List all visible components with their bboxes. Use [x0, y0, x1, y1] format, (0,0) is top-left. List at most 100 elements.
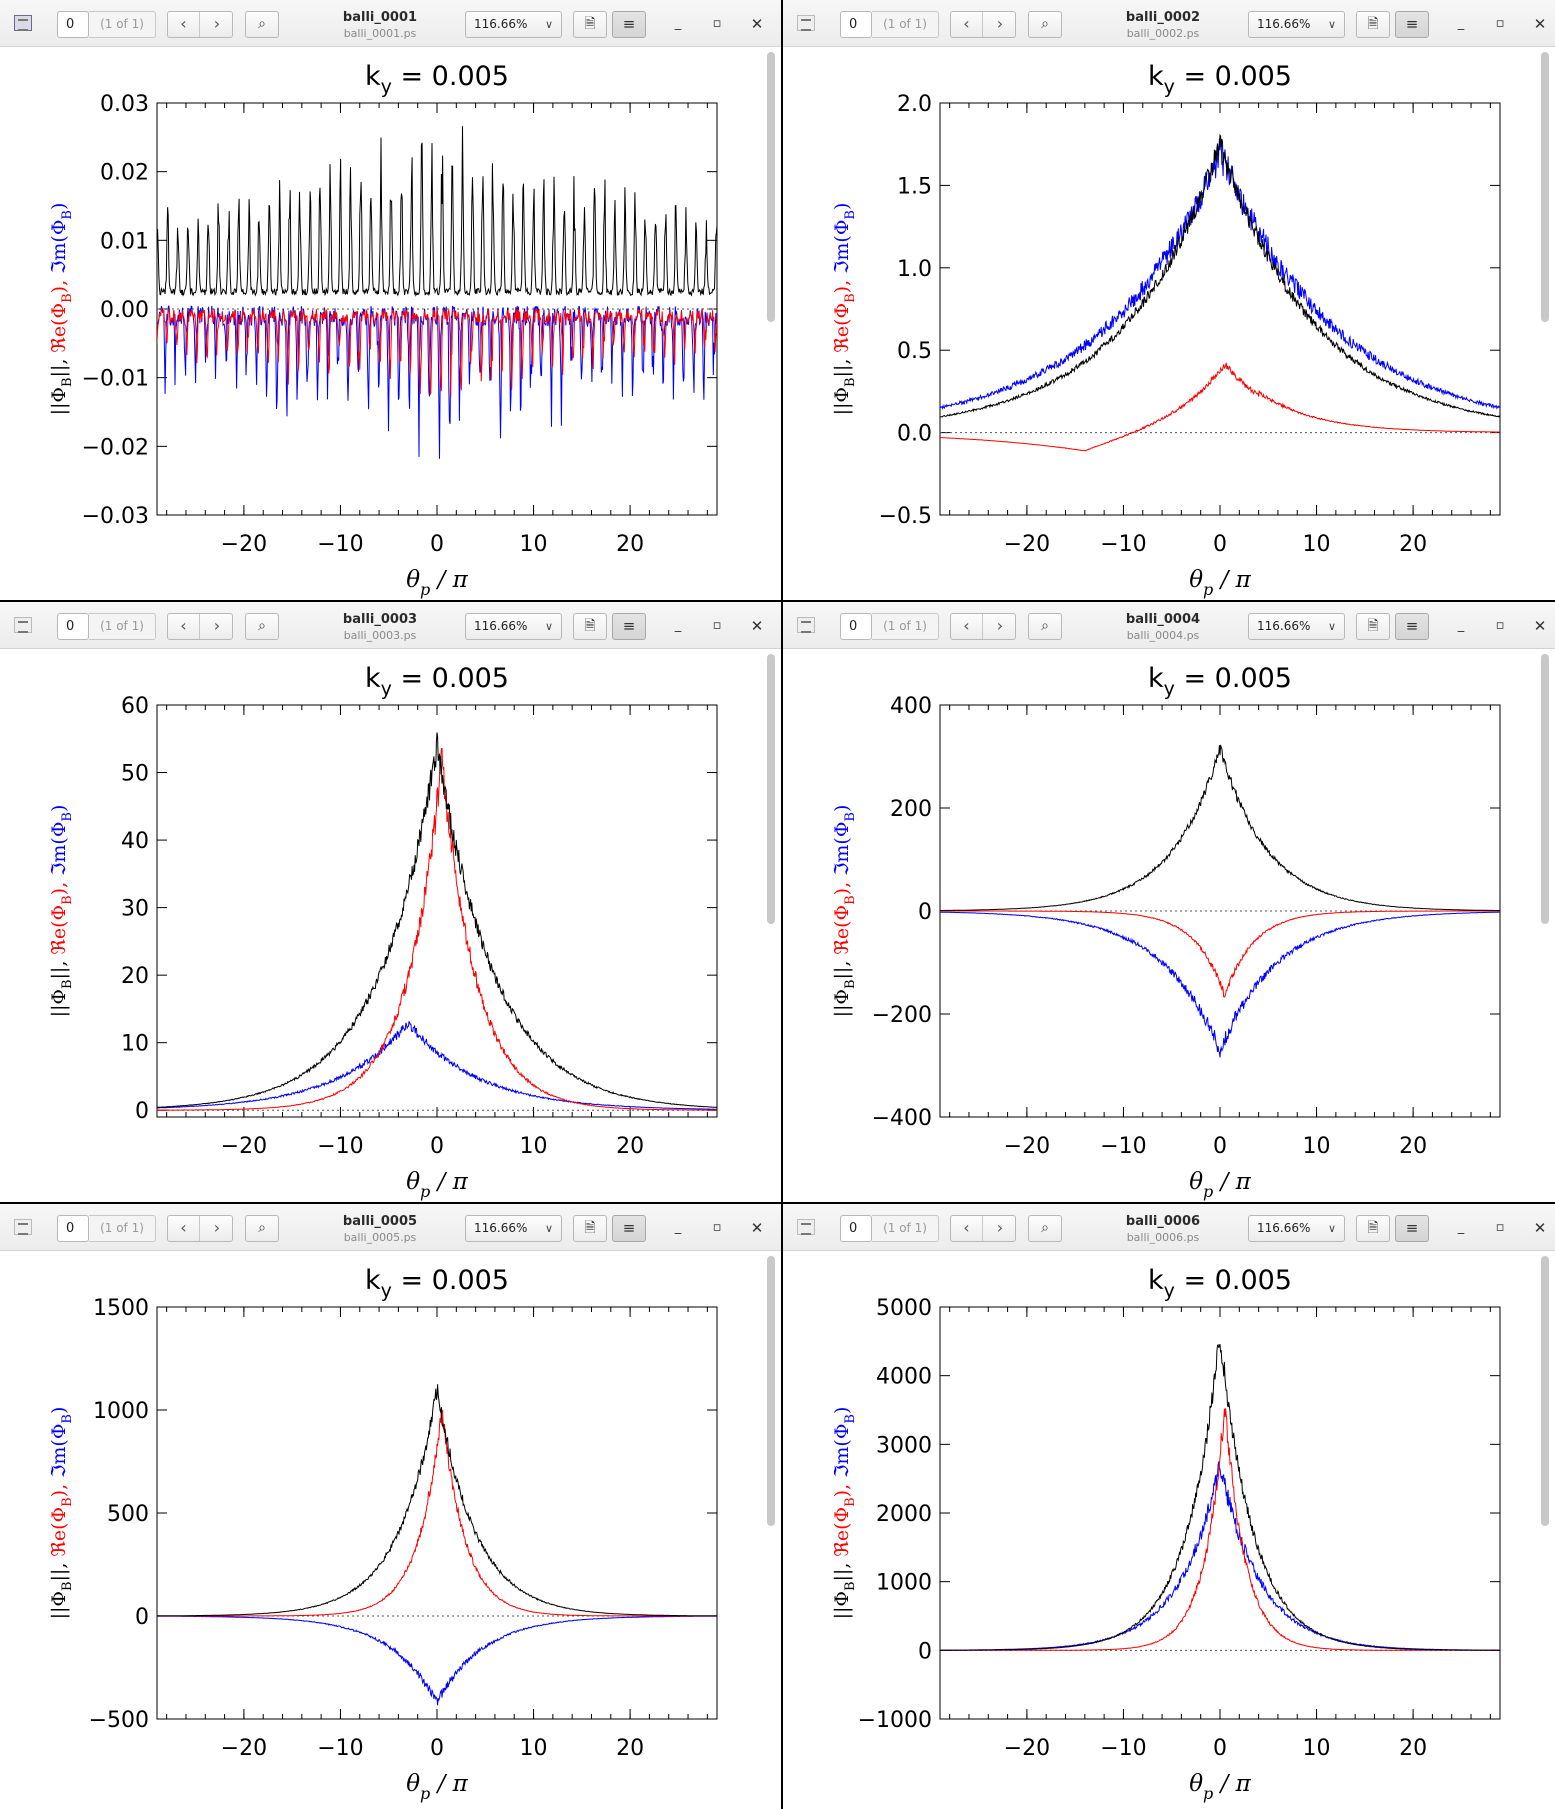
close-icon[interactable]: ✕: [750, 617, 764, 635]
minimize-icon[interactable]: _: [674, 16, 682, 31]
hamburger-menu-icon[interactable]: ≡: [1395, 11, 1429, 38]
chevron-right-icon[interactable]: ›: [996, 616, 1004, 635]
page-nav-group: ‹ ›: [167, 613, 233, 640]
search-icon[interactable]: ⌕: [1028, 1215, 1062, 1242]
plot-frame: [939, 102, 1501, 516]
chevron-left-icon[interactable]: ‹: [168, 614, 200, 639]
page-nav-group: ‹ ›: [167, 1215, 233, 1242]
maximize-icon[interactable]: ▫: [1495, 1220, 1505, 1235]
chart-title-main: k: [1148, 1265, 1164, 1296]
chevron-down-icon: ∨: [1327, 18, 1336, 31]
document-window-1: 0 (1 of 1) ‹ › ⌕ balli_0001 balli_0001.p…: [0, 0, 781, 600]
document-window-6: 0 (1 of 1) ‹ › ⌕ balli_0006 balli_0006.p…: [783, 1204, 1555, 1809]
hamburger-menu-icon[interactable]: ≡: [612, 613, 646, 640]
y-tick-label: −200: [872, 1003, 932, 1028]
search-icon[interactable]: ⌕: [245, 11, 279, 38]
hamburger-menu-icon[interactable]: ≡: [1395, 613, 1429, 640]
y-tick-label: 2000: [876, 1502, 932, 1527]
window-title: balli_0005: [342, 1214, 418, 1229]
document-icon[interactable]: 🗎: [1356, 1215, 1390, 1242]
vertical-scrollbar[interactable]: [1541, 1256, 1549, 1526]
document-icon[interactable]: 🗎: [1356, 11, 1390, 38]
y-tick-label: 20: [121, 964, 149, 989]
close-icon[interactable]: ✕: [750, 15, 764, 33]
chevron-left-icon[interactable]: ‹: [951, 12, 983, 37]
app-icon[interactable]: [797, 1219, 815, 1235]
zoom-select[interactable]: 116.66% ∨: [465, 613, 562, 640]
zoom-select[interactable]: 116.66% ∨: [465, 1215, 562, 1242]
page-number-input[interactable]: 0: [840, 1215, 872, 1242]
x-axis-label: θp / π: [406, 1771, 468, 1803]
chevron-right-icon[interactable]: ›: [213, 1218, 221, 1237]
minimize-icon[interactable]: _: [1457, 16, 1465, 31]
close-icon[interactable]: ✕: [750, 1219, 764, 1237]
document-icon[interactable]: 🗎: [1356, 613, 1390, 640]
app-icon[interactable]: [797, 617, 815, 633]
maximize-icon[interactable]: ▫: [1495, 618, 1505, 633]
chevron-left-icon[interactable]: ‹: [168, 1216, 200, 1241]
vertical-scrollbar[interactable]: [767, 52, 775, 322]
minimize-icon[interactable]: _: [1457, 1220, 1465, 1235]
chevron-right-icon[interactable]: ›: [213, 616, 221, 635]
document-icon[interactable]: 🗎: [573, 1215, 607, 1242]
chevron-left-icon[interactable]: ‹: [951, 1216, 983, 1241]
x-tick-label: −20: [1004, 532, 1050, 557]
zoom-select[interactable]: 116.66% ∨: [465, 11, 562, 38]
page-number-input[interactable]: 0: [840, 11, 872, 38]
search-icon[interactable]: ⌕: [245, 1215, 279, 1242]
hamburger-menu-icon[interactable]: ≡: [1395, 1215, 1429, 1242]
chevron-right-icon[interactable]: ›: [996, 14, 1004, 33]
chevron-left-icon[interactable]: ‹: [951, 614, 983, 639]
chart: ky = 0.005 −20 −10 0 10 20 −0.5 0.0 0.5 1.0 1.5 2.0…: [831, 61, 1501, 599]
window-title: balli_0001: [342, 10, 418, 25]
minimize-icon[interactable]: _: [674, 618, 682, 633]
minimize-icon[interactable]: _: [674, 1220, 682, 1235]
zoom-select[interactable]: 116.66% ∨: [1248, 1215, 1345, 1242]
hamburger-menu-icon[interactable]: ≡: [612, 1215, 646, 1242]
vertical-scrollbar[interactable]: [1541, 52, 1549, 322]
search-icon[interactable]: ⌕: [245, 613, 279, 640]
chevron-left-icon[interactable]: ‹: [168, 12, 200, 37]
y-axis-label: ||ΦB||, ℜe(ΦB), ℑm(ΦB): [48, 203, 75, 416]
close-icon[interactable]: ✕: [1533, 15, 1547, 33]
document-view[interactable]: [793, 1252, 1535, 1809]
maximize-icon[interactable]: ▫: [712, 618, 722, 633]
hamburger-menu-icon[interactable]: ≡: [612, 11, 646, 38]
search-icon[interactable]: ⌕: [1028, 11, 1062, 38]
document-icon[interactable]: 🗎: [573, 11, 607, 38]
y-tick-label: 500: [107, 1502, 149, 1527]
maximize-icon[interactable]: ▫: [712, 16, 722, 31]
window-toolbar: 0 (1 of 1) ‹ › ⌕ balli_0002 balli_0002.p…: [783, 0, 1555, 47]
vertical-scrollbar[interactable]: [767, 1256, 775, 1526]
vertical-scrollbar[interactable]: [1541, 654, 1549, 924]
app-icon[interactable]: [797, 15, 815, 31]
chevron-right-icon[interactable]: ›: [213, 14, 221, 33]
zoom-select[interactable]: 116.66% ∨: [1248, 11, 1345, 38]
document-view[interactable]: [793, 48, 1535, 600]
app-icon[interactable]: [14, 1219, 32, 1235]
maximize-icon[interactable]: ▫: [712, 1220, 722, 1235]
y-tick-label: −1000: [858, 1708, 932, 1733]
close-icon[interactable]: ✕: [1533, 617, 1547, 635]
zoom-value: 116.66%: [474, 1221, 528, 1235]
document-view[interactable]: [10, 1252, 761, 1809]
vertical-scrollbar[interactable]: [767, 654, 775, 924]
page-number-input[interactable]: 0: [57, 613, 89, 640]
close-icon[interactable]: ✕: [1533, 1219, 1547, 1237]
minimize-icon[interactable]: _: [1457, 618, 1465, 633]
app-icon[interactable]: [14, 617, 32, 633]
search-icon[interactable]: ⌕: [1028, 613, 1062, 640]
zoom-select[interactable]: 116.66% ∨: [1248, 613, 1345, 640]
maximize-icon[interactable]: ▫: [1495, 16, 1505, 31]
y-tick-label: 50: [121, 762, 149, 787]
page-number-input[interactable]: 0: [840, 613, 872, 640]
app-icon[interactable]: [14, 15, 32, 31]
y-tick-label: 1000: [876, 1571, 932, 1596]
chevron-right-icon[interactable]: ›: [996, 1218, 1004, 1237]
document-view[interactable]: [10, 650, 761, 1202]
page-nav-group: ‹ ›: [950, 11, 1016, 38]
document-view[interactable]: [793, 650, 1535, 1202]
page-number-input[interactable]: 0: [57, 11, 89, 38]
page-number-input[interactable]: 0: [57, 1215, 89, 1242]
document-icon[interactable]: 🗎: [573, 613, 607, 640]
